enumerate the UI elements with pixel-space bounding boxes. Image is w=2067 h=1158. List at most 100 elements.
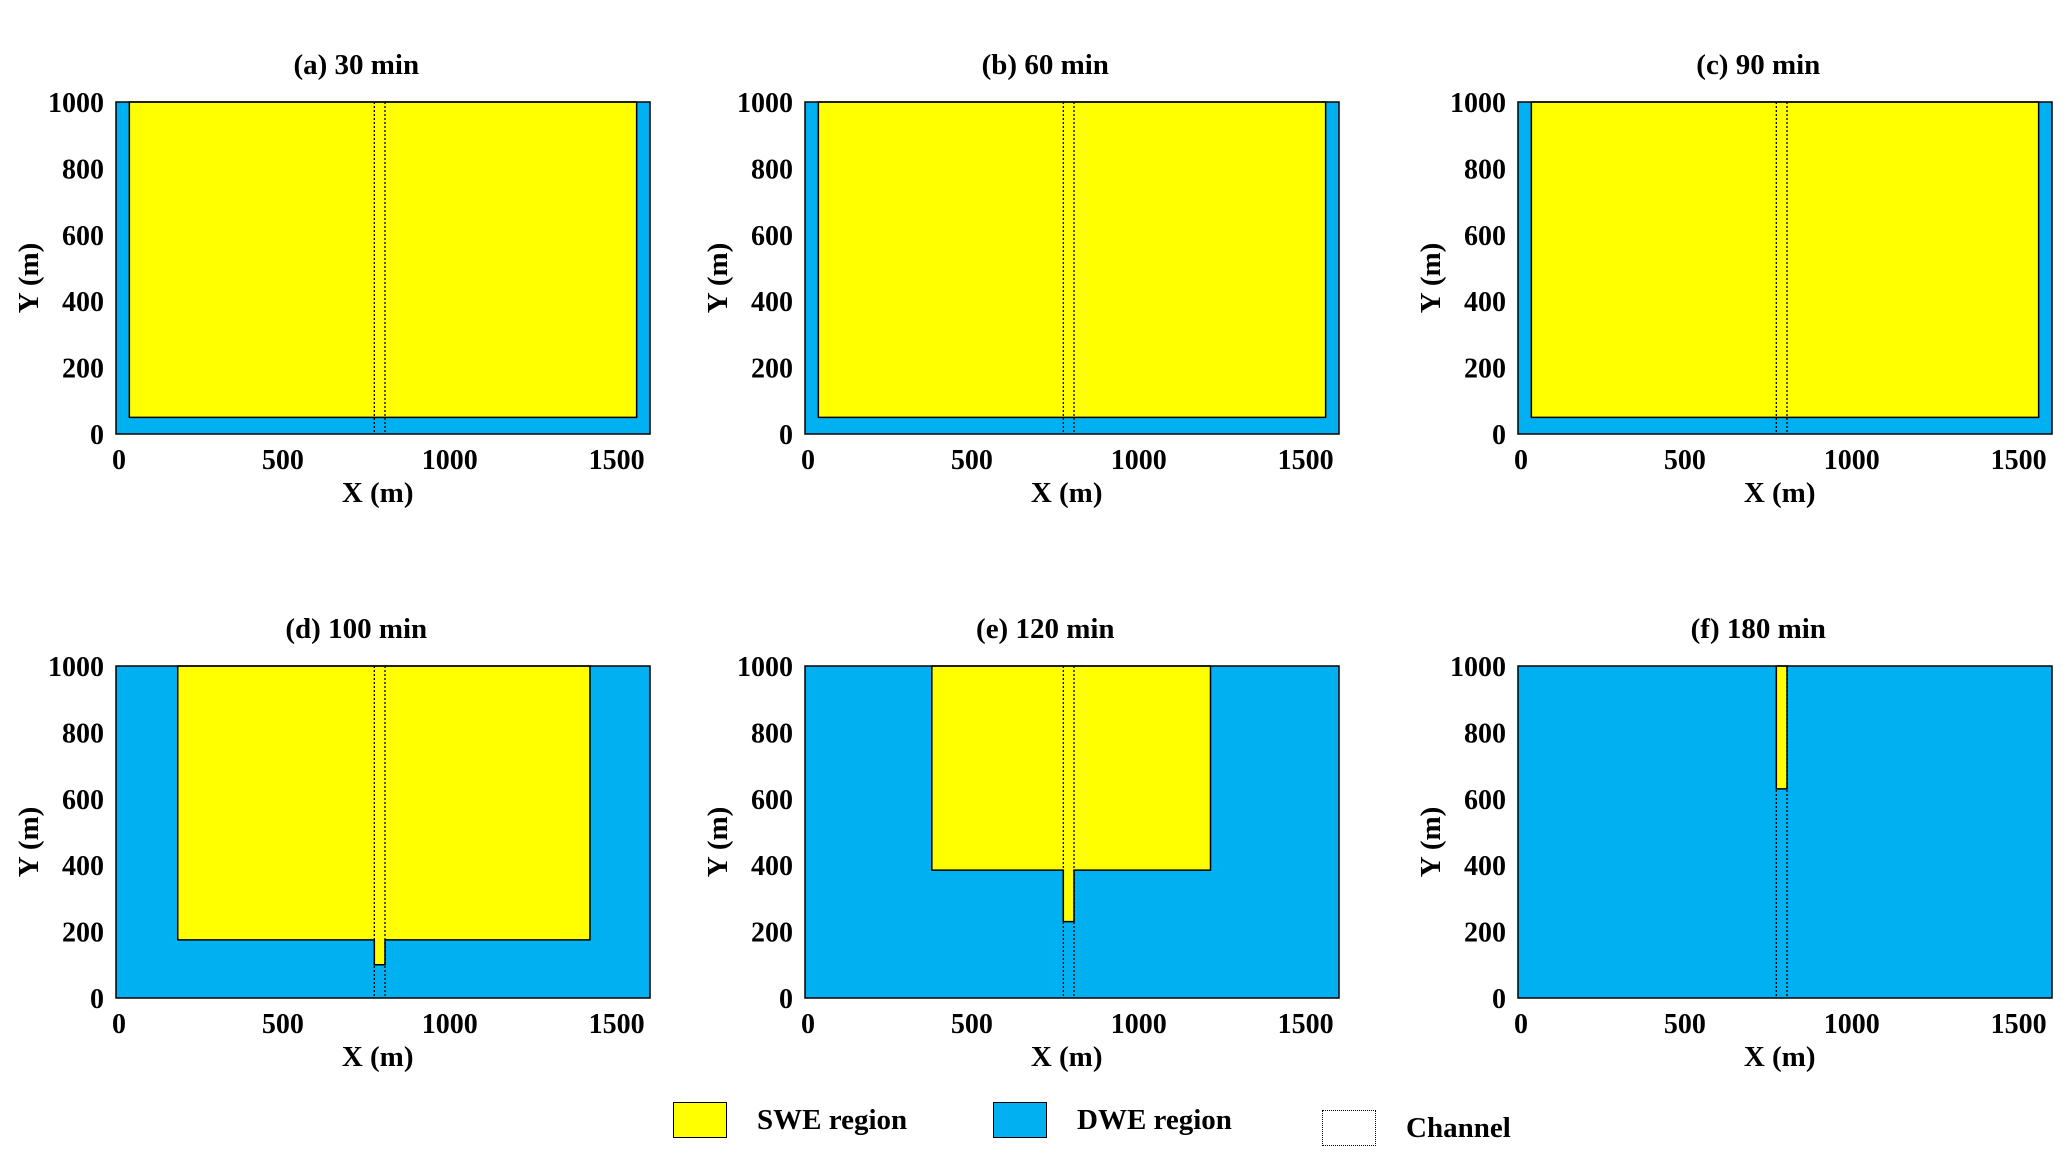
- legend-swatch-swe: [673, 1102, 727, 1138]
- legend-swatch-channel: [1322, 1110, 1376, 1146]
- y-tick-label: 800: [751, 718, 793, 749]
- legend: SWE region DWE region Channel: [0, 1090, 2067, 1150]
- y-axis-label: Y (m): [702, 243, 734, 314]
- x-tick-label: 1500: [1278, 1009, 1334, 1040]
- y-tick-label: 0: [1492, 984, 1506, 1015]
- swe-region: [1775, 665, 1788, 790]
- x-tick-label: 1500: [1991, 445, 2047, 476]
- axes-frame: [1517, 101, 2053, 435]
- panel-title: (b) 60 min: [982, 49, 1109, 81]
- x-tick-label: 0: [801, 1009, 815, 1040]
- y-tick-label: 0: [779, 984, 793, 1015]
- legend-label-channel: Channel: [1406, 1111, 1511, 1144]
- y-tick-label: 800: [751, 154, 793, 185]
- x-tick-label: 500: [262, 1009, 304, 1040]
- x-tick-label: 1500: [589, 445, 645, 476]
- x-tick-label: 1000: [422, 1009, 478, 1040]
- x-tick-label: 500: [1664, 445, 1706, 476]
- y-tick-label: 200: [1464, 354, 1506, 385]
- y-tick-label: 400: [751, 851, 793, 882]
- y-tick-label: 200: [751, 918, 793, 949]
- x-tick-label: 1000: [1824, 1009, 1880, 1040]
- x-tick-label: 0: [1514, 445, 1528, 476]
- x-tick-label: 500: [951, 1009, 993, 1040]
- axes-frame: [115, 665, 651, 999]
- y-axis-label: Y (m): [13, 243, 45, 314]
- swe-region: [1530, 101, 2040, 419]
- x-tick-label: 0: [1514, 1009, 1528, 1040]
- x-tick-label: 1500: [1278, 445, 1334, 476]
- y-tick-label: 0: [90, 420, 104, 451]
- y-axis-label: Y (m): [13, 807, 45, 878]
- y-tick-label: 0: [90, 984, 104, 1015]
- panel-title: (f) 180 min: [1691, 613, 1826, 645]
- y-tick-label: 200: [751, 354, 793, 385]
- x-tick-label: 0: [801, 445, 815, 476]
- y-tick-label: 1000: [737, 88, 793, 119]
- y-tick-label: 400: [62, 851, 104, 882]
- legend-item-channel: Channel: [1322, 1098, 1511, 1158]
- panel-title: (c) 90 min: [1696, 49, 1820, 81]
- y-tick-label: 400: [751, 287, 793, 318]
- panel-b: 0 200 400 600 800 1000 0 500 1000 1500 (b) 60 min X…: [702, 49, 1340, 509]
- panel-a: 0 200 400 600 800 1000 0 500 1000 1500 (a) 30 min X…: [13, 49, 651, 509]
- x-tick-label: 0: [112, 445, 126, 476]
- axes-frame: [804, 101, 1340, 435]
- y-tick-label: 600: [751, 785, 793, 816]
- x-tick-label: 1000: [1824, 445, 1880, 476]
- y-tick-label: 1000: [1450, 88, 1506, 119]
- y-tick-label: 600: [751, 221, 793, 252]
- panel-c: 0 200 400 600 800 1000 0 500 1000 1500 (c) 90 min X…: [1415, 49, 2053, 509]
- x-tick-label: 1000: [1111, 1009, 1167, 1040]
- x-axis-label: X (m): [1744, 1041, 1816, 1073]
- axes-frame: [115, 101, 651, 435]
- y-tick-label: 1000: [48, 88, 104, 119]
- swe-region: [128, 101, 638, 419]
- y-tick-label: 600: [62, 785, 104, 816]
- y-axis-label: Y (m): [702, 807, 734, 878]
- y-tick-label: 1000: [48, 652, 104, 683]
- y-tick-label: 200: [62, 918, 104, 949]
- x-axis-label: X (m): [342, 1041, 414, 1073]
- x-tick-label: 0: [112, 1009, 126, 1040]
- legend-swatch-dwe: [993, 1102, 1047, 1138]
- y-tick-label: 800: [1464, 718, 1506, 749]
- y-tick-label: 1000: [1450, 652, 1506, 683]
- legend-item-swe: SWE region: [673, 1090, 907, 1150]
- legend-label-dwe: DWE region: [1077, 1103, 1232, 1136]
- y-axis-label: Y (m): [1415, 807, 1447, 878]
- x-tick-label: 500: [951, 445, 993, 476]
- panel-title: (e) 120 min: [976, 613, 1115, 645]
- axes-frame: [804, 665, 1340, 999]
- x-axis-label: X (m): [342, 477, 414, 509]
- panel-title: (a) 30 min: [293, 49, 419, 81]
- panel-d: 0 200 400 600 800 1000 0 500 1000 1500 (d) 100 min…: [13, 613, 651, 1073]
- y-tick-label: 600: [1464, 221, 1506, 252]
- y-tick-label: 1000: [737, 652, 793, 683]
- x-tick-label: 500: [1664, 1009, 1706, 1040]
- x-tick-label: 1000: [1111, 445, 1167, 476]
- swe-region: [931, 665, 1212, 923]
- swe-region: [176, 665, 591, 966]
- panel-title: (d) 100 min: [285, 613, 427, 645]
- legend-item-dwe: DWE region: [993, 1090, 1232, 1150]
- y-tick-label: 200: [62, 354, 104, 385]
- y-tick-label: 400: [1464, 851, 1506, 882]
- x-axis-label: X (m): [1031, 477, 1103, 509]
- x-tick-label: 1500: [1991, 1009, 2047, 1040]
- axes-frame: [1517, 665, 2053, 999]
- y-tick-label: 800: [1464, 154, 1506, 185]
- x-tick-label: 500: [262, 445, 304, 476]
- y-tick-label: 0: [779, 420, 793, 451]
- x-tick-label: 1500: [589, 1009, 645, 1040]
- x-axis-label: X (m): [1031, 1041, 1103, 1073]
- x-axis-label: X (m): [1744, 477, 1816, 509]
- y-tick-label: 800: [62, 718, 104, 749]
- y-axis-label: Y (m): [1415, 243, 1447, 314]
- y-tick-label: 800: [62, 154, 104, 185]
- y-tick-label: 600: [62, 221, 104, 252]
- y-tick-label: 0: [1492, 420, 1506, 451]
- legend-label-swe: SWE region: [757, 1103, 908, 1136]
- y-tick-label: 200: [1464, 918, 1506, 949]
